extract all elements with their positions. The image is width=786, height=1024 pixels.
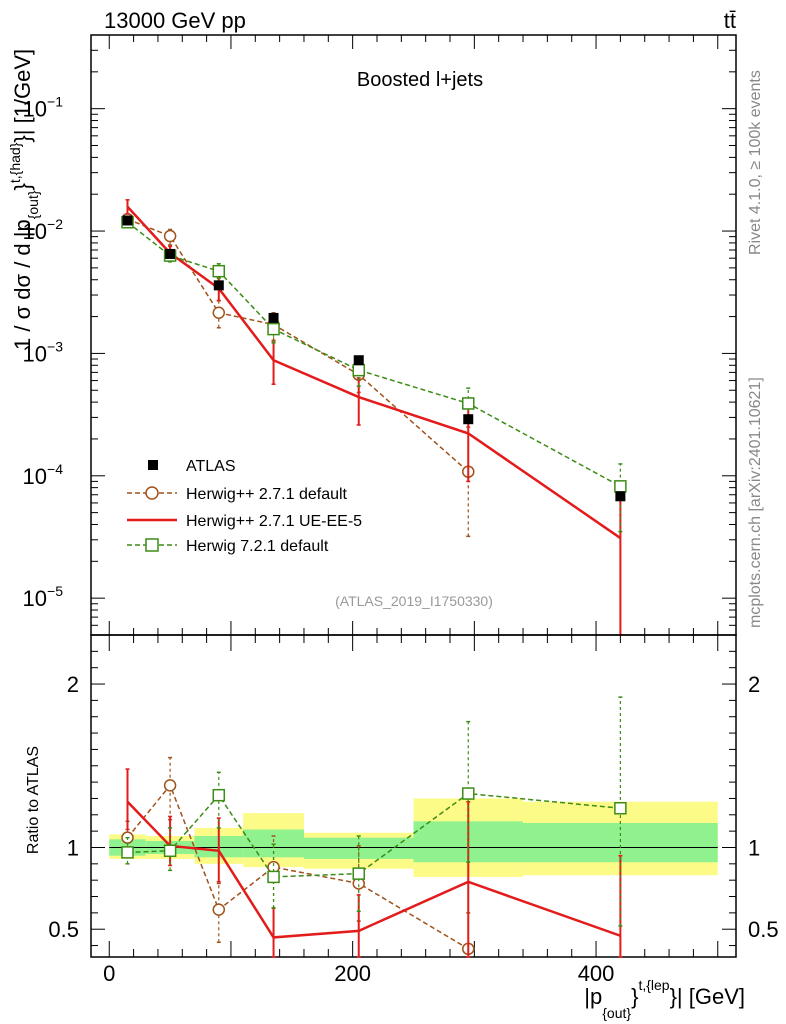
legend-entry-herwigpp-default: Herwig++ 2.7.1 default: [127, 486, 348, 503]
ratio-x-tick-label: 400: [578, 961, 615, 986]
rivet-label: Rivet 4.1.0, ≥ 100k events: [747, 70, 764, 255]
ratio-ticks: 0.5 0.5 1 1 2 2 0 200 400: [48, 635, 779, 986]
main-point: [462, 397, 475, 410]
main-point: [163, 229, 177, 243]
main-y-tick-label: 10−5: [23, 583, 64, 611]
ratio-y-tick-label: 2: [67, 672, 79, 697]
main-panel: Boosted l+jets (ATLAS_2019_I1750330) 1 /…: [7, 34, 737, 636]
ratio-y-tick-label-right: 0.5: [748, 917, 779, 942]
ratio-y-tick-label: 1: [67, 835, 79, 860]
legend-herwigpp-ueee5-label: Herwig++ 2.7.1 UE-EE-5: [186, 513, 362, 530]
legend-herwig7-default-label: Herwig 7.2.1 default: [186, 538, 329, 555]
ratio-panel: Ratio to ATLAS 0.5 0.5 1 1 2 2 0 200 400 |p{out}…: [25, 634, 779, 1021]
atlas-data-point: [213, 280, 224, 291]
main-y-tick-label: 10−4: [23, 461, 64, 489]
ratio-point: [121, 846, 134, 859]
main-point: [267, 322, 280, 336]
main-point: [352, 363, 365, 377]
ratio-x-tick-label: 0: [103, 961, 115, 986]
main-y-tick-label: 10−2: [23, 216, 64, 244]
atlas-data-point: [165, 248, 176, 259]
ratio-point: [462, 787, 475, 800]
ratio-y-tick-label-right: 1: [748, 835, 760, 860]
process-label: tt̄: [724, 8, 736, 33]
mcplots-label: mcplots.cern.ch [arXiv:2401.10621]: [747, 377, 764, 628]
ratio-point: [352, 867, 365, 880]
ratio-plot-frame: [90, 634, 737, 958]
main-point: [614, 480, 627, 493]
main-y-tick-label: 10−1: [23, 94, 64, 122]
ratio-x-tick-label: 200: [334, 961, 371, 986]
main-y-axis-title: 1 / σ dσ / d |p{out}}t,{had}}| [1/GeV]: [7, 49, 41, 350]
ratio-series-line-0: [126, 783, 469, 950]
ratio-y-tick-label-right: 2: [748, 672, 760, 697]
ratio-point: [267, 870, 280, 884]
main-point: [212, 264, 226, 278]
ratio-point: [163, 844, 177, 858]
main-y-tick-label: 10−3: [23, 338, 64, 366]
legend-entry-herwigpp-ueee5: Herwig++ 2.7.1 UE-EE-5: [127, 513, 362, 530]
x-axis-title: |p{out}}t,{lep}| [GeV]: [584, 977, 745, 1021]
energy-label: 13000 GeV pp: [104, 8, 246, 33]
atlas-data-point: [268, 312, 279, 323]
legend: ATLAS Herwig++ 2.7.1 default Herwig++ 2.…: [127, 458, 362, 555]
atlas-data-point: [122, 215, 133, 226]
legend-atlas-label: ATLAS: [186, 458, 236, 475]
main-series-line-1: [127, 218, 469, 473]
ratio-y-axis-title: Ratio to ATLAS: [25, 746, 42, 854]
ratio-point: [212, 788, 226, 802]
legend-entry-herwig7-default: Herwig 7.2.1 default: [127, 538, 329, 555]
main-series-line-3: [127, 221, 621, 487]
ratio-point: [614, 802, 627, 815]
atlas-data-point: [463, 414, 474, 425]
legend-atlas-marker: [148, 460, 158, 470]
legend-herwigpp-default-marker: [145, 486, 159, 500]
ratio-point: [212, 903, 226, 916]
main-ticks: 10−5 10−4 10−3 10−2 10−1: [23, 34, 736, 635]
legend-herwig7-default-marker: [145, 538, 159, 552]
atlas-data-point: [353, 355, 364, 366]
analysis-label: (ATLAS_2019_I1750330): [335, 593, 493, 609]
main-series: [121, 199, 627, 636]
ratio-y-tick-label: 0.5: [48, 917, 79, 942]
legend-herwigpp-default-label: Herwig++ 2.7.1 default: [186, 486, 348, 503]
ratio-point: [163, 779, 177, 792]
main-point: [212, 306, 226, 319]
legend-entry-atlas: ATLAS: [148, 458, 236, 475]
ratio-series: [121, 696, 627, 958]
main-title: Boosted l+jets: [357, 69, 483, 91]
atlas-data-point: [615, 491, 626, 502]
